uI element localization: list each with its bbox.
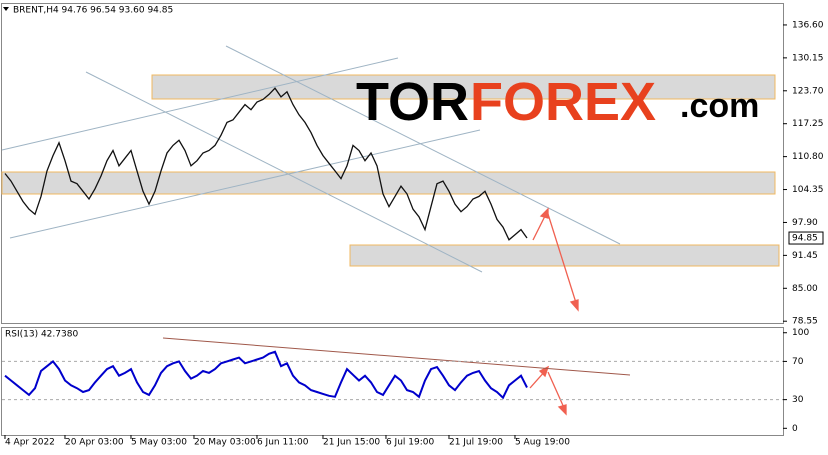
series-line: [4, 350, 528, 400]
forecast-arrows: [529, 207, 579, 416]
y-tick-label: 97.90: [792, 218, 818, 228]
price-tag: 94.85: [792, 234, 818, 244]
y-tick-label: 130.15: [792, 53, 824, 63]
y-tick-label: 123.70: [792, 86, 824, 96]
price-tag-box: [788, 231, 824, 245]
menu-arrow[interactable]: [3, 7, 9, 11]
trend-lines: [1, 45, 621, 273]
support-zone: [349, 244, 780, 267]
y-tick-label: 85.00: [792, 284, 818, 294]
watermark-main: TOR: [356, 72, 469, 132]
x-tick-label: 6 Jun 11:00: [257, 438, 309, 448]
x-tick-label: 5 Aug 19:00: [515, 438, 570, 448]
x-tick-label: 5 May 03:00: [131, 438, 187, 448]
y-tick-label: 30: [792, 395, 804, 405]
x-tick-label: 6 Jul 19:00: [386, 438, 435, 448]
price-panel: [1, 3, 784, 324]
x-tick-label: 4 Apr 2022: [5, 438, 55, 448]
y-tick-label: 91.45: [792, 251, 818, 261]
resistance-zone: [151, 74, 776, 100]
rsi-title: RSI(13) 42.7380: [5, 330, 78, 340]
pivot-zone: [1, 171, 776, 195]
y-tick-label: 104.35: [792, 185, 824, 195]
y-tick-label: 0: [792, 424, 798, 434]
x-tick-label: 21 Jul 19:00: [449, 438, 503, 448]
watermark-accent: FOREX: [470, 72, 656, 132]
chart-title: BRENT,H4 94.76 96.54 93.60 94.85: [13, 6, 173, 16]
x-tick-label: 20 May 03:00: [194, 438, 256, 448]
watermark-suffix: .com: [680, 87, 759, 125]
series-line: [4, 87, 528, 241]
x-tick-label: 20 Apr 03:00: [65, 438, 124, 448]
y-tick-label: 100: [792, 328, 809, 338]
y-tick-label: 136.60: [792, 20, 824, 30]
y-tick-label: 110.80: [792, 152, 824, 162]
x-tick-label: 21 Jun 15:00: [323, 438, 380, 448]
y-tick-label: 78.55: [792, 317, 818, 327]
rsi-panel: [1, 327, 784, 436]
y-tick-label: 117.25: [792, 119, 824, 129]
y-tick-label: 70: [792, 357, 804, 367]
rsi-trend-line: [162, 337, 631, 376]
